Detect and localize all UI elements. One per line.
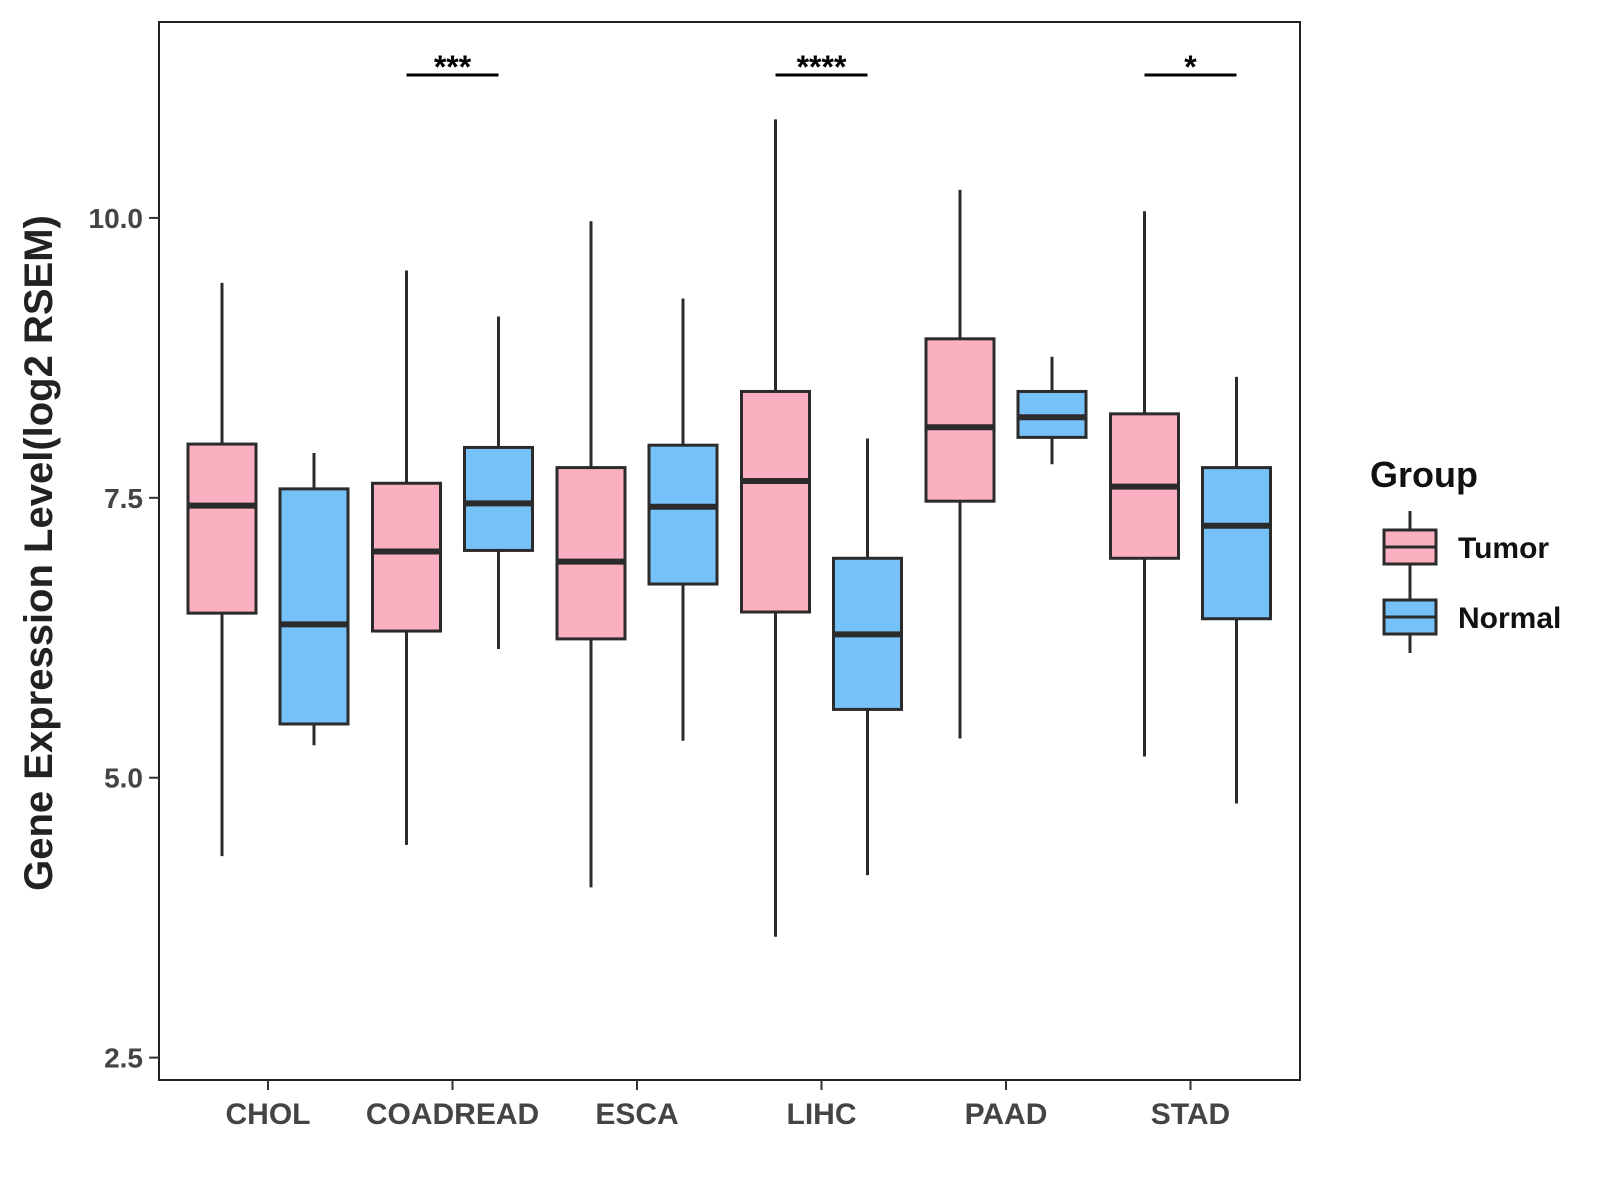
y-axis-title: Gene Expression Level(log2 RSEM) <box>17 215 61 891</box>
legend-label-normal: Normal <box>1458 602 1561 635</box>
significance-label: * <box>1184 49 1197 85</box>
box-tumor-esca <box>555 221 627 888</box>
box-normal-stad <box>1201 376 1272 804</box>
significance-label: *** <box>434 49 472 85</box>
box-body <box>1201 466 1272 621</box>
x-tick-label: COADREAD <box>366 1098 539 1131</box>
box-normal-paad <box>1016 356 1088 465</box>
x-tick-label: ESCA <box>595 1098 678 1131</box>
y-tick-label: 10.0 <box>89 203 144 234</box>
box-tumor-paad <box>924 189 996 739</box>
box-normal-esca <box>647 298 719 741</box>
box-body <box>371 481 442 633</box>
box-body <box>463 445 534 552</box>
box-body <box>647 443 719 586</box>
box-body <box>924 337 996 503</box>
x-tick-label: STAD <box>1151 1098 1230 1131</box>
box-tumor-chol <box>186 282 258 857</box>
box-normal-coadread <box>463 316 534 649</box>
box-body <box>186 442 258 615</box>
y-tick-label: 2.5 <box>104 1043 143 1074</box>
plot-panel-border <box>158 21 1301 1081</box>
box-body <box>740 389 811 614</box>
legend-title: Group <box>1370 454 1478 495</box>
box-normal-lihc <box>832 438 903 876</box>
x-tick-label: PAAD <box>965 1098 1048 1131</box>
box-tumor-coadread <box>371 270 442 845</box>
y-tick-label: 7.5 <box>104 483 143 514</box>
box-normal-chol <box>278 453 350 746</box>
x-tick-label: CHOL <box>226 1098 311 1131</box>
plot-area: 2.5 5.0 7.5 10.0 CHOL COADREAD ESCA LIHC PAAD STA… <box>89 21 1301 1131</box>
box-body <box>278 487 350 726</box>
box-body <box>555 466 627 641</box>
box-tumor-stad <box>1109 211 1180 757</box>
box-tumor-lihc <box>740 119 811 937</box>
legend-label-tumor: Tumor <box>1458 532 1549 565</box>
y-tick-label: 5.0 <box>104 763 143 794</box>
significance-label: **** <box>797 49 847 85</box>
x-tick-label: LIHC <box>787 1098 857 1131</box>
legend: Group Tumor Normal <box>1370 454 1561 653</box>
